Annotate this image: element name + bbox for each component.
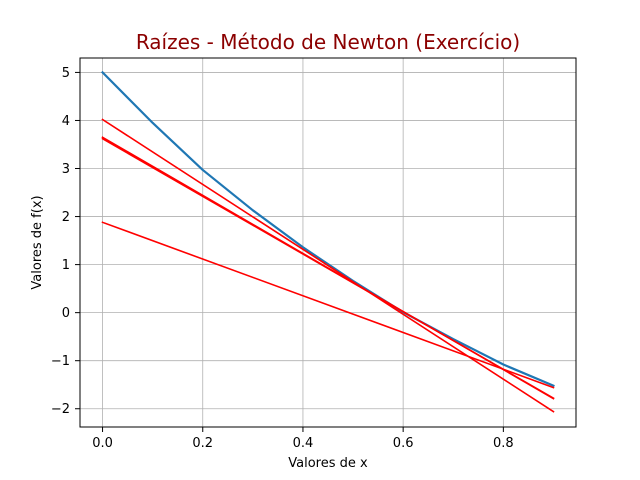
y-tick-label: 0 [62, 306, 70, 321]
tangent-line-3 [101, 137, 555, 400]
y-tick-label: 5 [62, 66, 70, 81]
y-tick-label: 4 [62, 114, 70, 129]
y-tick-label: 3 [62, 162, 70, 177]
plot-frame [79, 57, 577, 428]
chart-title: Raízes - Método de Newton (Exercício) [136, 30, 520, 54]
y-tick-label: −1 [51, 354, 70, 369]
x-tick-label: 0.6 [393, 436, 414, 451]
x-tick-label: 0.4 [293, 436, 314, 451]
y-tick-label: 2 [62, 210, 70, 225]
x-tick-label: 0.0 [92, 436, 113, 451]
x-axis: 0.0 0.2 0.4 0.6 0.8 [92, 427, 514, 451]
plot-lines [100, 70, 555, 413]
y-tick-label: 1 [62, 258, 70, 273]
tangent-line-4 [101, 221, 555, 389]
function-curve [100, 70, 555, 388]
x-axis-label: Valores de x [288, 456, 368, 471]
grid [80, 58, 576, 427]
x-tick-label: 0.2 [192, 436, 213, 451]
y-axis: −2 −1 0 1 2 3 4 5 [51, 66, 80, 417]
y-tick-label: −2 [51, 402, 70, 417]
tangent-line-1 [101, 118, 555, 413]
y-axis-label: Valores de f(x) [30, 195, 45, 289]
x-tick-label: 0.8 [493, 436, 514, 451]
